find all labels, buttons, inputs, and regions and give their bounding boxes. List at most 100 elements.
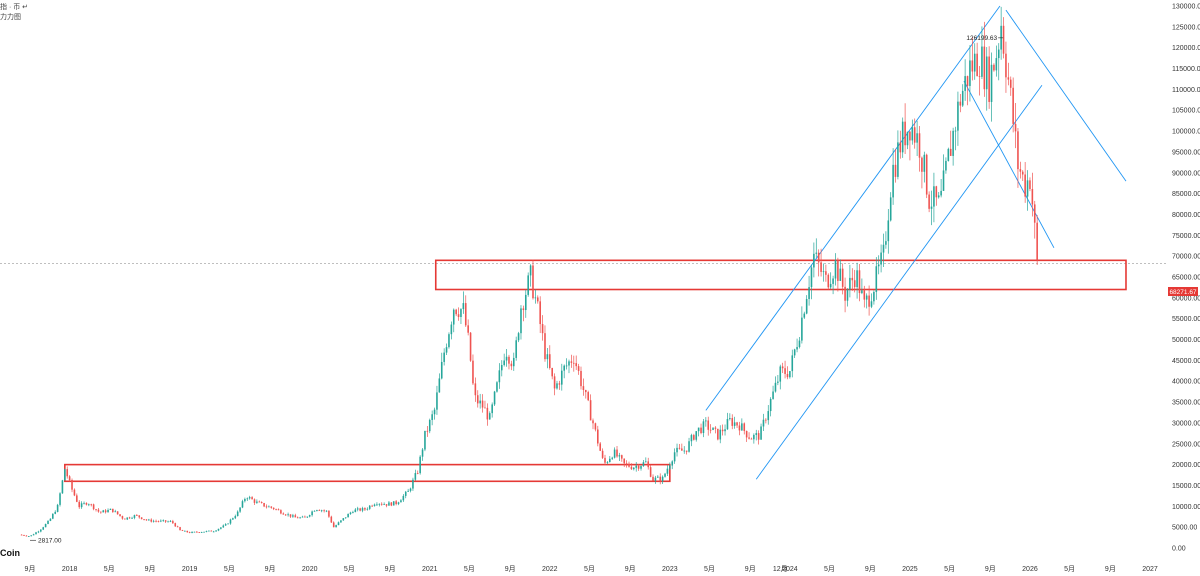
candle-body-62 xyxy=(167,521,169,523)
candle-body-422 xyxy=(1031,188,1034,205)
candle-body-356 xyxy=(873,291,875,302)
candle-body-176 xyxy=(440,361,443,379)
x-tick-label: 5月 xyxy=(224,565,235,573)
candle-body-310 xyxy=(762,419,765,427)
x-tick-label: 2026 xyxy=(1022,566,1038,573)
candle-body-56 xyxy=(152,520,155,522)
candle-body-278 xyxy=(685,450,688,452)
candle-body-182 xyxy=(455,309,457,315)
candle-body-31 xyxy=(92,504,95,510)
candle-body-364 xyxy=(892,164,894,198)
candle-body-32 xyxy=(95,509,97,510)
candle-body-312 xyxy=(767,411,770,421)
candle-body-417 xyxy=(1019,169,1022,172)
candle-body-236 xyxy=(585,389,587,393)
candle-body-45 xyxy=(126,517,129,520)
candle-body-52 xyxy=(143,519,145,520)
trend-line-1 xyxy=(705,5,1001,411)
candle-body-133 xyxy=(337,522,340,526)
candle-body-145 xyxy=(366,508,369,510)
candle-body-152 xyxy=(383,504,385,505)
candle-body-219 xyxy=(544,333,546,360)
candle-body-330 xyxy=(810,267,813,288)
x-axis[interactable]: 9月 2018 5月 9月 2019 5月 9月 2020 5月 9月 2021 5月 9月 2022 5月… xyxy=(25,565,1158,573)
candle-body-60 xyxy=(162,520,165,522)
candle-body-256 xyxy=(633,467,635,470)
candle-body-160 xyxy=(402,495,405,501)
candle-body-215 xyxy=(534,297,537,299)
candle-body-369 xyxy=(904,121,906,146)
candle-body-355 xyxy=(870,301,873,307)
candle-body-315 xyxy=(774,382,777,392)
candle-body-122 xyxy=(311,511,313,516)
candle-body-200 xyxy=(498,370,501,383)
candle-body-187 xyxy=(467,325,469,333)
candle-body-276 xyxy=(681,448,683,451)
candle-body-72 xyxy=(191,531,193,533)
candle-body-360 xyxy=(882,244,885,253)
candle-body-246 xyxy=(609,458,611,463)
candle-body-112 xyxy=(287,514,289,516)
candle-body-298 xyxy=(733,422,736,426)
x-tick-label: 9月 xyxy=(745,565,756,573)
candle-body-386 xyxy=(945,160,947,171)
candle-body-307 xyxy=(755,433,758,435)
candle-body-394 xyxy=(964,76,966,91)
candle-body-40 xyxy=(114,511,117,513)
candle-body-270 xyxy=(666,468,669,474)
candle-body-90 xyxy=(234,516,237,519)
x-tick-label: 9月 xyxy=(505,565,516,573)
candle-body-290 xyxy=(714,427,717,429)
candle-body-82 xyxy=(215,530,217,532)
candle-body-181 xyxy=(452,309,455,325)
candle-body-138 xyxy=(349,512,352,514)
candle-body-186 xyxy=(464,303,467,326)
x-tick-label: 12月 xyxy=(773,565,788,573)
candle-body-168 xyxy=(421,449,424,457)
candle-body-366 xyxy=(897,142,899,177)
candle-body-119 xyxy=(304,516,306,518)
y-tick-label: 15000.00 xyxy=(1172,483,1200,490)
candle-body-341 xyxy=(837,260,839,281)
candle-body-292 xyxy=(719,429,722,440)
candle-body-150 xyxy=(378,503,381,505)
x-tick-label: 2023 xyxy=(662,566,678,573)
trend-line-2 xyxy=(755,84,1043,480)
candle-body-13 xyxy=(49,518,52,521)
candle-body-166 xyxy=(416,473,419,474)
candle-body-332 xyxy=(815,252,818,254)
candle-body-38 xyxy=(109,508,112,510)
y-axis[interactable]: 130000.00 125000.00 120000.00 115000.00 1100… xyxy=(1172,4,1200,553)
candle-body-216 xyxy=(536,297,539,302)
candle-body-59 xyxy=(160,520,162,522)
candle-body-107 xyxy=(275,509,277,510)
candle-body-407 xyxy=(995,58,998,71)
candle-body-288 xyxy=(709,429,712,431)
candle-body-259 xyxy=(640,466,642,469)
candle-body-313 xyxy=(769,398,772,412)
y-tick-label: 125000.00 xyxy=(1172,24,1200,31)
x-tick-label: 2020 xyxy=(302,566,318,573)
candle-body-365 xyxy=(894,164,897,177)
candle-body-163 xyxy=(409,488,412,491)
candle-body-413 xyxy=(1009,79,1012,88)
candle-body-358 xyxy=(877,264,880,267)
candle-body-242 xyxy=(599,443,602,451)
candle-body-7 xyxy=(35,532,37,535)
candle-body-97 xyxy=(251,497,253,500)
candle-body-143 xyxy=(361,508,364,511)
candle-body-377 xyxy=(923,154,926,172)
y-tick-label: 40000.00 xyxy=(1172,379,1200,386)
candle-body-71 xyxy=(188,532,191,534)
candle-body-336 xyxy=(825,271,827,275)
candle-body-1 xyxy=(20,534,23,536)
candle-body-140 xyxy=(354,509,357,513)
trend-line-layer xyxy=(705,5,1127,480)
candle-body-421 xyxy=(1029,180,1031,189)
candle-body-218 xyxy=(541,324,544,334)
candle-body-395 xyxy=(966,76,969,86)
candle-body-235 xyxy=(582,386,585,390)
candle-body-320 xyxy=(786,373,789,378)
candle-body-289 xyxy=(712,427,714,430)
